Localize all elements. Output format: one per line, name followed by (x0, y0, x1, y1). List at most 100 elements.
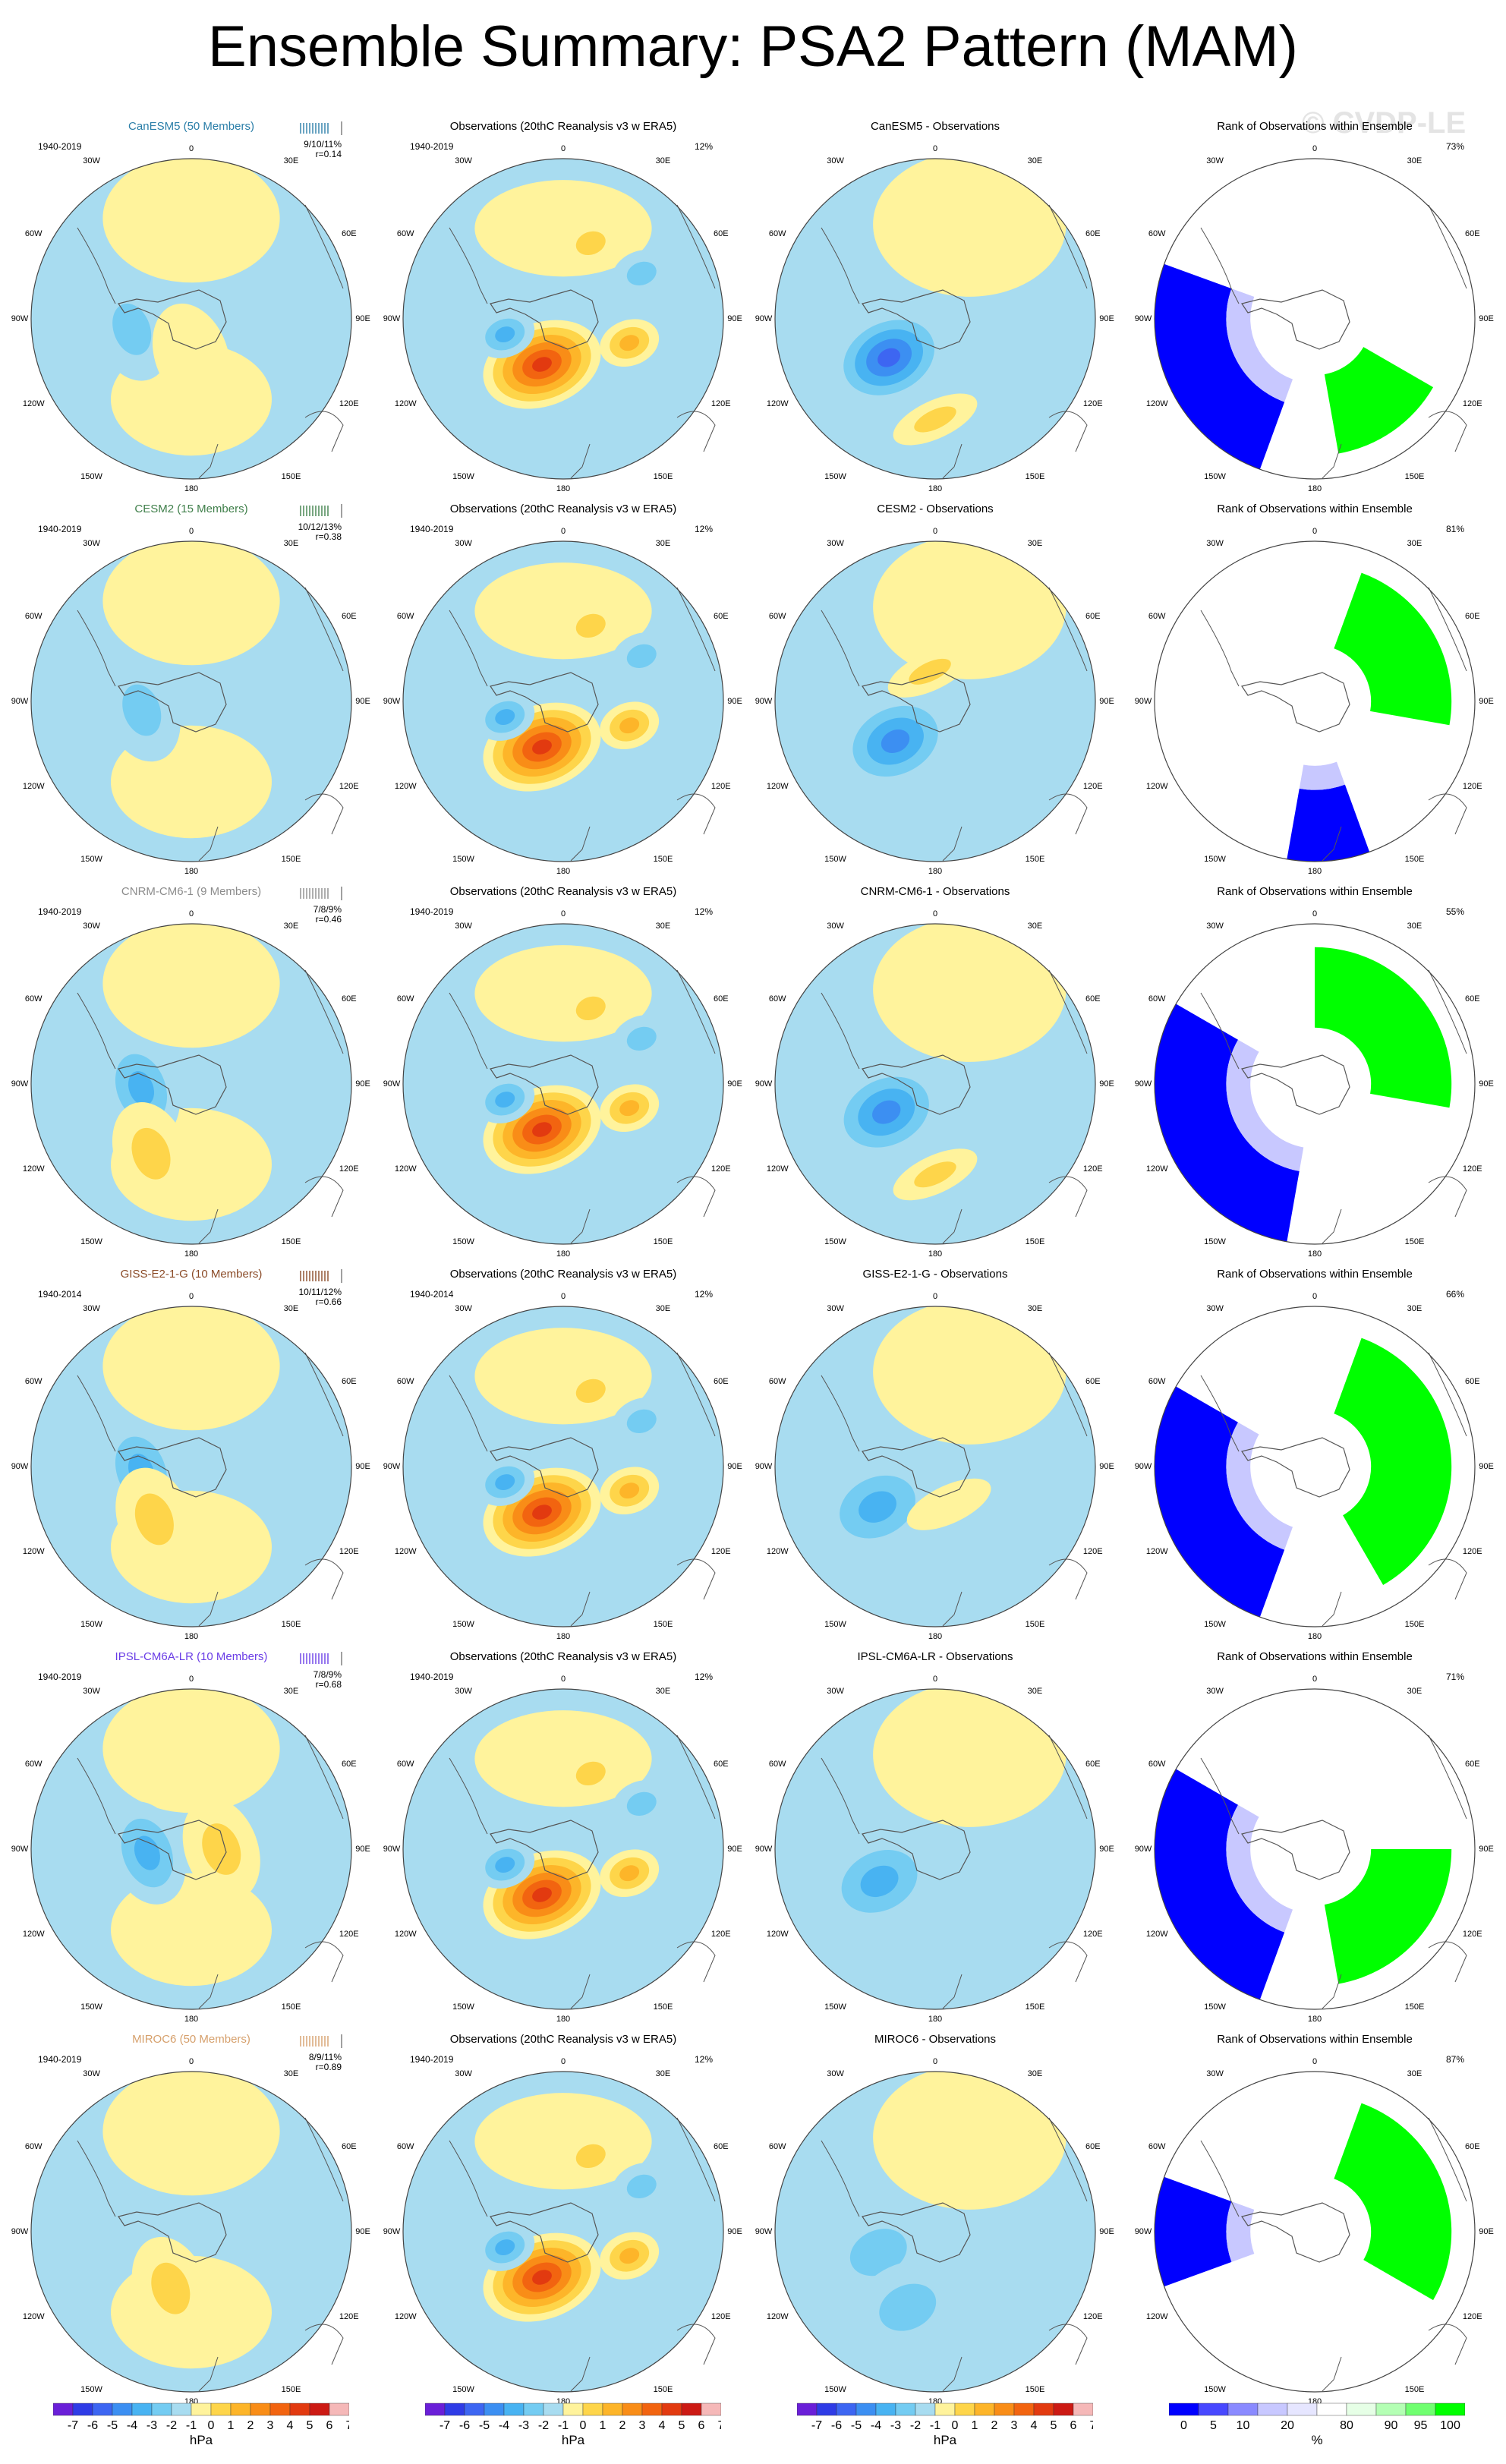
obs-lon-label: 180 (556, 1249, 571, 1259)
diff-pos-anom-level-1 (873, 2072, 1066, 2210)
model-lon-label: 120E (339, 1164, 359, 1174)
diff-lon-label: 60W (768, 994, 786, 1004)
colorbar-tick-label: -3 (518, 2419, 529, 2432)
obs-anom-level-2 (575, 231, 606, 256)
colorbar-swatch (92, 2403, 113, 2416)
africa-coastline (1048, 204, 1088, 289)
colorbar-tick-label: 0 (580, 2419, 587, 2432)
diff-lon-label: 90E (1099, 1845, 1114, 1854)
map-boundary (774, 2071, 1096, 2393)
colorbar-swatch (954, 2403, 975, 2416)
new-zealand-coastline (570, 1974, 591, 2009)
obs-anom-level-2 (626, 1026, 657, 1051)
model-map-3 (30, 1306, 352, 1627)
model-map-2 (30, 923, 352, 1245)
model-spread-text: 8/9/11% (308, 2052, 342, 2062)
model-panel-title: IPSL-CM6A-LR (10 Members) (115, 1650, 268, 1663)
south-america-coastline (77, 1757, 116, 1835)
map-boundary (402, 540, 724, 862)
colorbar-tick-label: 6 (326, 2419, 333, 2432)
colorbar-tick-label: -5 (479, 2419, 490, 2432)
australia-coastline (304, 1941, 344, 1983)
antarctica-coastline (118, 2202, 227, 2263)
model-lon-label: 0 (188, 1292, 194, 1301)
antarctica-coastline (862, 289, 971, 350)
colorbar-swatch (582, 2403, 603, 2416)
rank-match-pct: 66% (1446, 1289, 1465, 1300)
obs-anom-level-3 (495, 2239, 515, 2256)
diff-lon-label: 90W (755, 2227, 773, 2236)
rank-lon-label: 60W (1148, 2141, 1166, 2151)
model-lon-label: 150W (80, 1237, 102, 1246)
australia-coastline (676, 793, 716, 835)
rank-low-patch (1287, 784, 1370, 862)
diff-lon-label: 120W (766, 1164, 789, 1174)
hpa-colorbar-obs: -7 -6 -5 -4 -3 -2 -1 01234567 (425, 2403, 721, 2432)
model-lon-label: 150W (80, 854, 102, 864)
colorbar-swatch (1435, 2403, 1465, 2416)
model-lon-label: 120W (22, 399, 45, 409)
rank-lon-label: 0 (1312, 1675, 1318, 1684)
ensemble-spread-glyph (300, 1269, 342, 1283)
obs-lon-label: 30E (655, 1304, 671, 1314)
diff-lon-label: 0 (932, 1675, 938, 1684)
obs-lon-label: 120W (394, 1547, 417, 1557)
diff-lon-label: 90E (1099, 1079, 1114, 1089)
diff-map-0 (774, 158, 1096, 480)
colorbar-swatch (210, 2403, 232, 2416)
antarctica-coastline (1241, 1820, 1350, 1880)
diff-lon-label: 30W (827, 922, 844, 931)
model-lon-label: 90E (355, 1845, 370, 1854)
rank-low-patch (1155, 1004, 1300, 1243)
rank-lon-label: 30W (1206, 1304, 1224, 1314)
obs-variance-pct: 12% (695, 1289, 714, 1300)
obs-lon-label: 90E (727, 1079, 742, 1089)
obs-lon-label: 90W (383, 1845, 401, 1854)
map-boundary (30, 923, 352, 1245)
model-anom-level-2 (134, 1493, 174, 1546)
colorbar-tick-label: 0 (952, 2419, 959, 2432)
colorbar-tick-label: -5 (107, 2419, 118, 2432)
model-years: 1940-2019 (38, 2054, 82, 2065)
diff-panel-title: GISS-E2-1-G - Observations (862, 1268, 1008, 1281)
obs-anom-level-3 (619, 335, 640, 351)
obs-anom-level-3 (495, 709, 515, 726)
obs-panel-title: Observations (20thC Reanalysis v3 w ERA5… (449, 120, 677, 133)
map-boundary (1154, 1306, 1476, 1627)
obs-lon-label: 150W (452, 2384, 474, 2394)
antarctica-coastline (862, 1820, 971, 1880)
new-zealand-coastline (570, 1591, 591, 1627)
obs-anom-level-3 (619, 1865, 640, 1882)
map-boundary (402, 158, 724, 480)
colorbar-tick-label: 95 (1414, 2419, 1428, 2432)
obs-lon-label: 90E (727, 314, 742, 323)
obs-anom-level-6 (532, 1887, 552, 1902)
obs-lon-label: 120W (394, 782, 417, 792)
colorbar-swatch (289, 2403, 310, 2416)
diff-lon-label: 30E (1027, 539, 1043, 549)
colorbar-tick-label: 4 (287, 2419, 294, 2432)
obs-lon-label: 30E (655, 922, 671, 931)
south-america-coastline (1200, 1375, 1240, 1452)
model-lon-label: 180 (184, 1249, 199, 1259)
obs-lon-label: 60E (713, 611, 729, 621)
new-zealand-coastline (1322, 826, 1342, 862)
model-lon-label: 30E (283, 1687, 299, 1697)
australia-coastline (1428, 411, 1467, 452)
obs-anom-level-3 (619, 1482, 640, 1499)
obs-lon-label: 150E (653, 2384, 673, 2394)
colorbar-swatch (464, 2403, 485, 2416)
diff-lon-label: 120E (1082, 782, 1103, 792)
diff-lon-label: 180 (928, 1249, 943, 1259)
africa-coastline (1428, 969, 1467, 1054)
model-spread-text: 10/12/13% (298, 521, 342, 532)
colorbar-swatch (974, 2403, 995, 2416)
obs-map-4 (402, 1688, 724, 2010)
map-boundary (402, 1306, 724, 1627)
obs-anom-level-2 (626, 1791, 657, 1816)
diff-panel-title: MIROC6 - Observations (874, 2033, 997, 2046)
obs-variance-pct: 12% (695, 524, 714, 534)
rank-high-patch (1334, 572, 1452, 726)
hpa-colorbar-obs-unit: hPa (561, 2433, 585, 2447)
south-america-coastline (821, 610, 860, 687)
